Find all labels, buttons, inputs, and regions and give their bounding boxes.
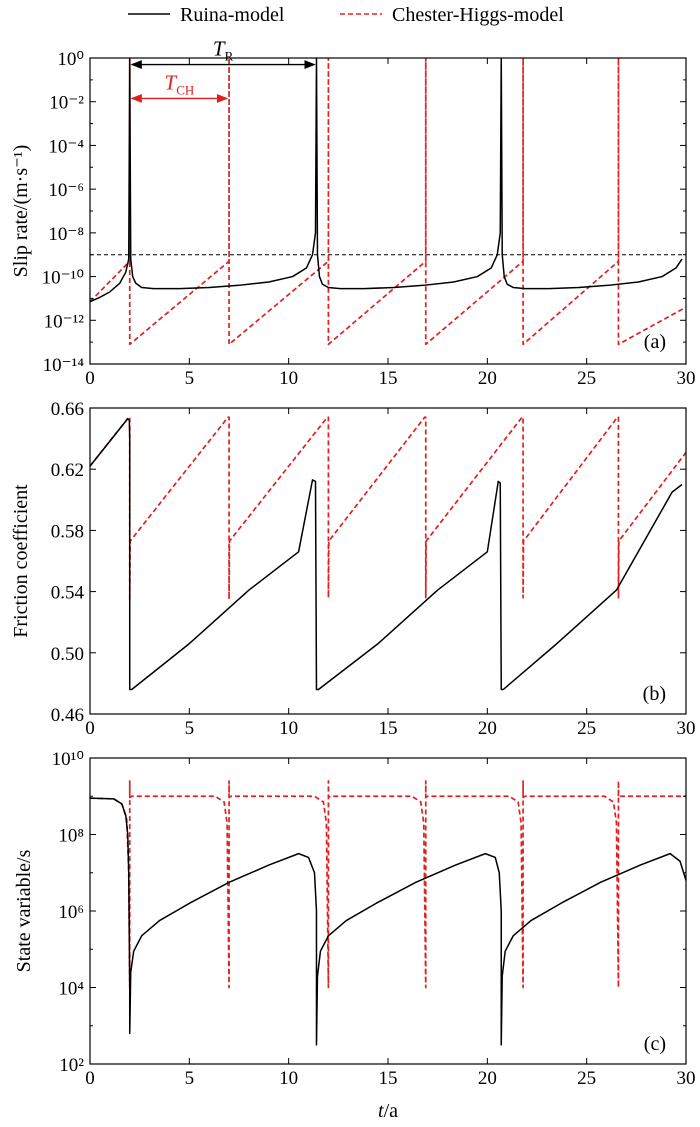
c-y-tick-label: 10⁶	[58, 902, 84, 923]
b-y-tick-label: 0.54	[51, 583, 85, 604]
a-x-tick-label: 25	[577, 368, 596, 389]
c-x-tick-label: 0	[85, 1068, 95, 1089]
b-x-tick-label: 5	[185, 718, 195, 739]
a-ticks: 0 5 10 15 20 25 30 10⁻¹⁴ 10⁻¹² 10⁻¹⁰ 10⁻⁸ 10⁻⁶ 10⁻⁴ 1…	[42, 49, 696, 389]
b-axes-frame	[89, 407, 687, 715]
a-x-tick-label: 30	[677, 368, 696, 389]
c-ylabel: State variable/s	[13, 849, 35, 972]
a-y-tick-label: 10⁰	[57, 49, 84, 70]
a-series-chester-higgs	[90, 58, 686, 346]
a-y-tick-label: 10⁻⁴	[48, 136, 84, 157]
c-ticks: 0 5 10 15 20 25 30 10² 10⁴ 10⁶ 10⁸ 10¹⁰	[52, 749, 696, 1089]
b-y-tick-label: 0.62	[51, 460, 84, 481]
t-r-label: TR	[213, 37, 234, 64]
c-y-tick-label: 10⁸	[58, 826, 84, 847]
t-ch-annotation: TCH	[130, 70, 229, 103]
c-y-tick-label: 10⁴	[58, 979, 84, 1000]
a-x-tick-label: 0	[85, 368, 95, 389]
b-y-tick-label: 0.66	[51, 399, 84, 420]
b-y-tick-label: 0.58	[51, 521, 84, 542]
b-x-tick-label: 0	[85, 718, 95, 739]
b-series-chester-higgs	[90, 416, 686, 602]
a-y-tick-label: 10⁻¹⁰	[42, 268, 84, 289]
a-y-tick-label: 10⁻²	[49, 93, 84, 114]
legend-chester-label: Chester-Higgs-model	[392, 4, 564, 26]
t-r-annotation: TR	[130, 37, 316, 70]
t-ch-label: TCH	[165, 70, 195, 97]
c-x-tick-label: 10	[279, 1068, 298, 1089]
a-y-tick-label: 10⁻⁶	[48, 180, 84, 201]
x-axis-label: t/a	[378, 1100, 398, 1122]
c-x-tick-label: 15	[379, 1068, 398, 1089]
panel-a-slip-rate: 0 5 10 15 20 25 30 10⁻¹⁴ 10⁻¹² 10⁻¹⁰ 10⁻⁸ 10⁻⁶ 10⁻⁴ 1…	[10, 37, 696, 389]
a-plot-content	[90, 58, 686, 346]
panel-c-state-variable: 0 5 10 15 20 25 30 10² 10⁴ 10⁶ 10⁸ 10¹⁰ State varia…	[13, 749, 696, 1089]
b-ylabel: Friction coefficient	[10, 484, 32, 638]
a-panel-label: (a)	[644, 331, 666, 353]
b-panel-label: (b)	[643, 683, 666, 705]
c-axes-frame	[89, 757, 687, 1065]
a-x-tick-label: 15	[379, 368, 398, 389]
a-x-tick-label: 5	[185, 368, 195, 389]
c-x-tick-label: 30	[677, 1068, 696, 1089]
a-series-ruina	[90, 58, 683, 303]
legend: Ruina-model Chester-Higgs-model	[128, 4, 564, 26]
b-x-tick-label: 15	[379, 718, 398, 739]
c-x-tick-label: 20	[478, 1068, 497, 1089]
a-ylabel: Slip rate/(m·s⁻¹)	[10, 145, 32, 278]
b-x-tick-label: 30	[677, 718, 696, 739]
panel-b-friction: 0 5 10 15 20 25 30 0.46 0.50 0.54 0.58 0.62 0.66 Fri…	[10, 399, 696, 739]
a-x-tick-label: 10	[279, 368, 298, 389]
b-ticks: 0 5 10 15 20 25 30 0.46 0.50 0.54 0.58 0.62 0.66	[51, 399, 696, 739]
b-x-tick-label: 10	[279, 718, 298, 739]
a-y-tick-label: 10⁻¹⁴	[43, 355, 85, 376]
b-y-tick-label: 0.50	[51, 644, 84, 665]
legend-ruina-label: Ruina-model	[180, 4, 285, 26]
c-x-tick-label: 5	[185, 1068, 195, 1089]
a-x-tick-label: 20	[478, 368, 497, 389]
c-series-ruina	[90, 797, 686, 1046]
c-series-chester-higgs	[90, 780, 686, 989]
a-y-tick-label: 10⁻⁸	[48, 224, 84, 245]
b-y-tick-label: 0.46	[51, 705, 84, 726]
b-plot-content	[90, 416, 686, 691]
c-plot-content	[90, 780, 686, 1046]
a-y-tick-label: 10⁻¹²	[44, 311, 85, 332]
a-axes-frame	[89, 57, 687, 365]
c-panel-label: (c)	[644, 1033, 666, 1055]
b-x-tick-label: 20	[478, 718, 497, 739]
c-y-tick-label: 10²	[59, 1055, 84, 1076]
b-series-ruina	[90, 417, 683, 691]
c-y-tick-label: 10¹⁰	[52, 749, 84, 770]
b-x-tick-label: 25	[577, 718, 596, 739]
c-x-tick-label: 25	[577, 1068, 596, 1089]
